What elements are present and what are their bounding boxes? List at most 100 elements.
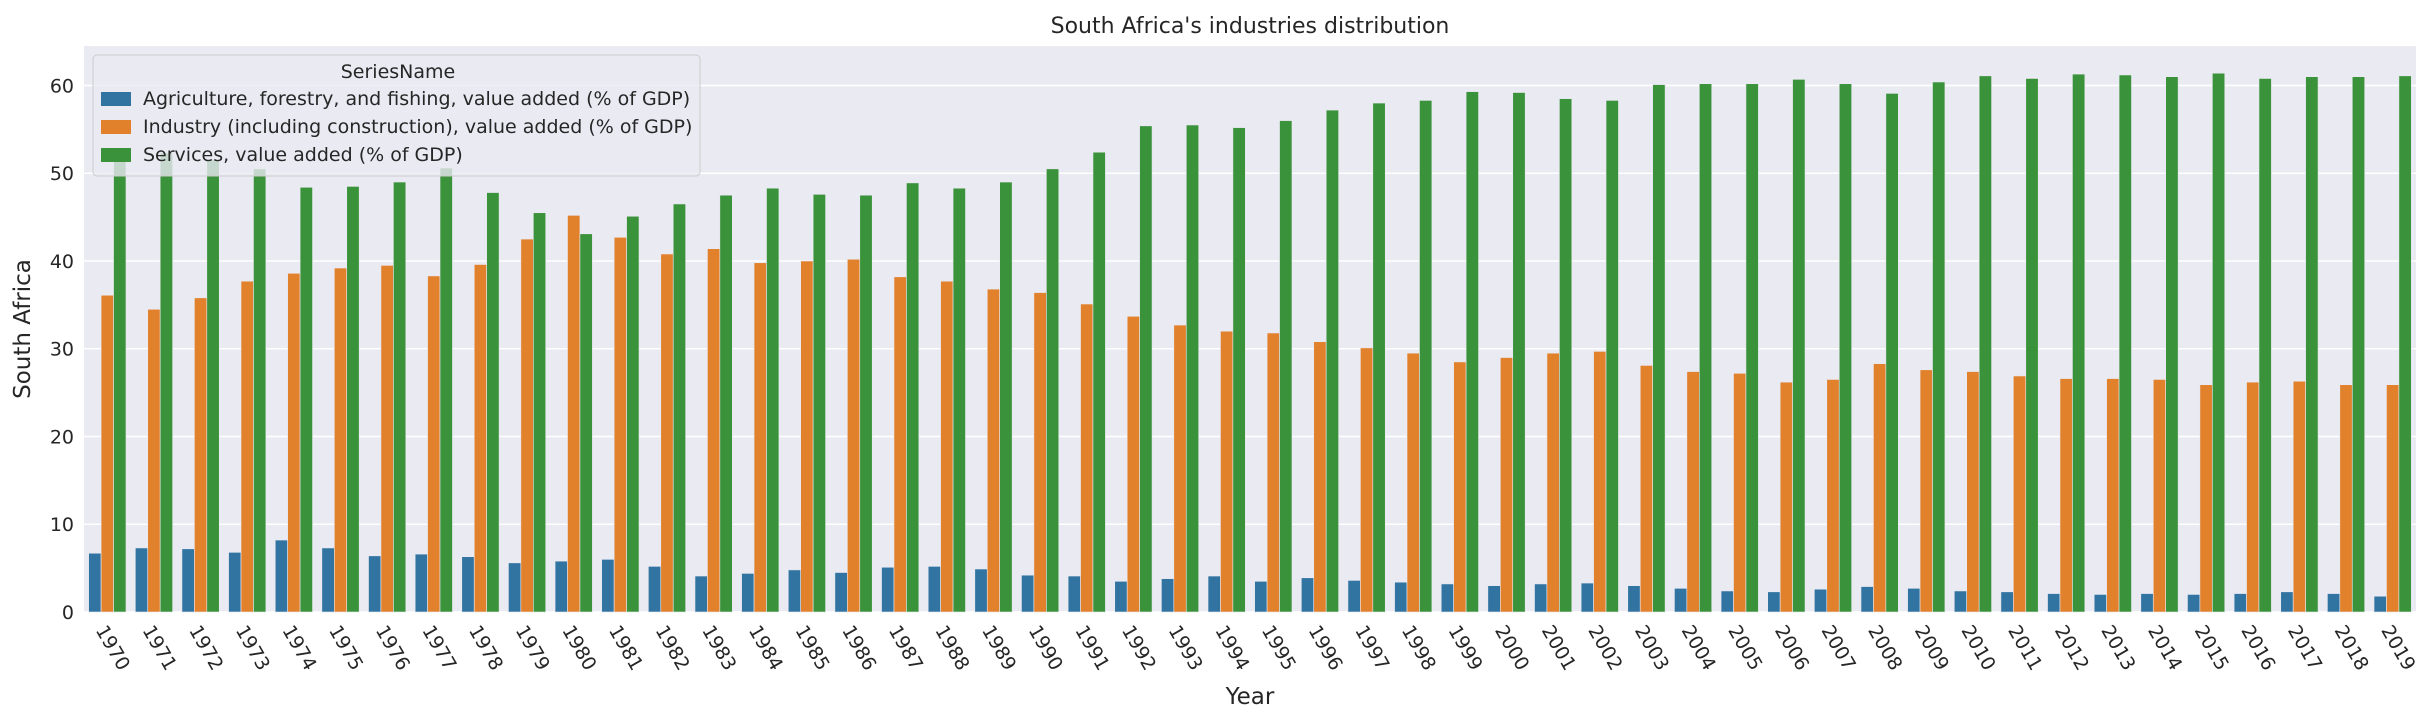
bar (2305, 76, 2319, 613)
x-tick-label: 1984 (744, 622, 787, 675)
x-tick-label: 1980 (557, 622, 600, 675)
bar (1126, 315, 1140, 613)
bar (1453, 361, 1467, 613)
bar (393, 181, 407, 613)
bar (974, 568, 988, 613)
x-tick-label: 2007 (1817, 622, 1860, 675)
bar (1232, 127, 1246, 613)
bar (1792, 79, 1806, 613)
x-tick-label: 1975 (324, 622, 367, 675)
legend-label: Industry (including construction), value… (143, 116, 692, 138)
bar (206, 159, 220, 613)
x-tick-label: 1971 (138, 622, 181, 675)
bar (672, 203, 686, 613)
bar (601, 559, 615, 613)
bar (414, 553, 428, 613)
bar (1720, 590, 1734, 613)
bar (1185, 124, 1200, 613)
x-tick-label: 1988 (930, 622, 973, 675)
bar (1512, 92, 1526, 613)
y-axis-label: South Africa (10, 259, 36, 399)
bar (1605, 100, 1619, 613)
bar (1114, 580, 1128, 613)
x-tick-label: 2004 (1677, 622, 1720, 675)
bar (253, 168, 267, 613)
bar (1033, 292, 1047, 613)
bar (707, 248, 721, 613)
bar (1266, 332, 1280, 613)
bar (1885, 93, 1899, 613)
bar (834, 572, 848, 613)
bar (287, 272, 301, 613)
bar (1080, 303, 1094, 613)
bar (1652, 84, 1666, 613)
bar (812, 194, 826, 613)
legend-swatch (101, 92, 131, 106)
bar (893, 276, 907, 613)
bar (1394, 581, 1408, 613)
bar (228, 552, 242, 613)
bar (135, 547, 149, 613)
bar (2025, 78, 2039, 613)
bar (299, 186, 313, 613)
bar (240, 280, 254, 613)
bar (1313, 341, 1327, 613)
bar (800, 260, 814, 613)
x-tick-label: 2018 (2330, 622, 2373, 675)
bar (1779, 381, 1793, 613)
bar (1092, 151, 1106, 613)
bar (2292, 380, 2306, 613)
y-tick-label: 0 (62, 602, 74, 624)
x-tick-label: 2011 (2003, 622, 2046, 675)
x-tick-label: 1997 (1350, 622, 1393, 675)
x-tick-label: 2019 (2376, 622, 2419, 675)
bar (1046, 168, 1060, 613)
bar (194, 297, 208, 613)
bar (1919, 369, 1933, 613)
bar (333, 267, 348, 613)
bar (1534, 583, 1548, 613)
bar (1686, 371, 1700, 613)
bar (2187, 594, 2201, 613)
bar (2280, 591, 2294, 613)
x-tick-label: 2001 (1537, 622, 1580, 675)
x-tick-label: 1985 (791, 622, 834, 675)
legend-label: Services, value added (% of GDP) (143, 144, 463, 166)
bar (274, 539, 288, 613)
x-tick-label: 1992 (1117, 622, 1160, 675)
bar (88, 552, 102, 613)
bar (719, 194, 733, 613)
bar (159, 152, 173, 613)
bar (1674, 588, 1688, 613)
bar (1207, 575, 1221, 613)
bar (2351, 76, 2366, 613)
y-tick-label: 30 (50, 339, 74, 361)
bar (1161, 578, 1175, 613)
x-tick-label: 1983 (697, 622, 740, 675)
y-tick-label: 20 (50, 426, 74, 448)
y-tick-label: 60 (50, 75, 74, 97)
bar (626, 215, 640, 613)
x-tick-label: 1981 (604, 622, 647, 675)
bar (439, 167, 453, 613)
bar (2059, 378, 2073, 613)
y-tick-label: 10 (50, 514, 74, 536)
bar (999, 181, 1013, 613)
bar (952, 187, 966, 613)
x-tick-label: 2005 (1723, 622, 1766, 675)
x-axis-label: Year (1225, 684, 1275, 710)
x-tick-label: 1994 (1210, 622, 1253, 675)
bar (2140, 593, 2154, 613)
bar (2093, 594, 2107, 613)
x-tick-labels: 1970 1971 1972 1973 1974 1975 1976 1977 1978 1979… (91, 622, 2420, 675)
bar (986, 288, 1001, 613)
bar (859, 194, 873, 613)
bar (906, 182, 920, 613)
bar (2199, 384, 2213, 613)
x-tick-label: 1996 (1304, 622, 1347, 675)
bar (660, 253, 674, 613)
bar (113, 155, 127, 613)
x-tick-label: 2013 (2096, 622, 2139, 675)
bar (1580, 582, 1594, 613)
